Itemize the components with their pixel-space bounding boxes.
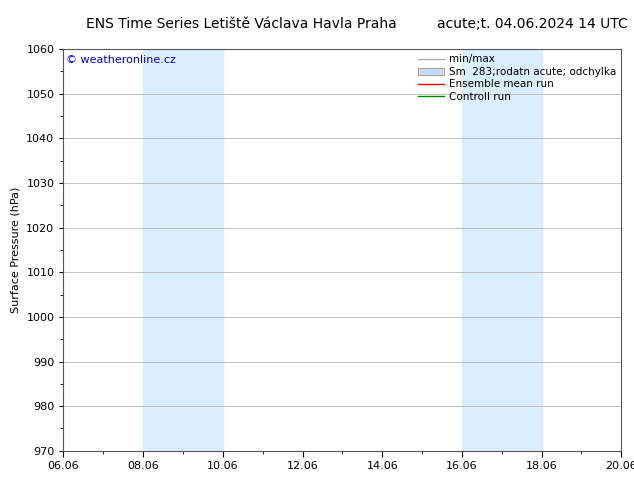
Y-axis label: Surface Pressure (hPa): Surface Pressure (hPa) [11, 187, 21, 313]
Bar [462, 49, 541, 451]
Text: ENS Time Series Letiště Václava Havla Praha: ENS Time Series Letiště Václava Havla Pr… [86, 17, 396, 31]
Text: © weatheronline.cz: © weatheronline.cz [66, 55, 176, 65]
Bar [143, 49, 223, 451]
Text: acute;t. 04.06.2024 14 UTC: acute;t. 04.06.2024 14 UTC [437, 17, 628, 31]
Legend: min/max, Sm  283;rodatn acute; odchylka, Ensemble mean run, Controll run: min/max, Sm 283;rodatn acute; odchylka, … [418, 54, 616, 102]
